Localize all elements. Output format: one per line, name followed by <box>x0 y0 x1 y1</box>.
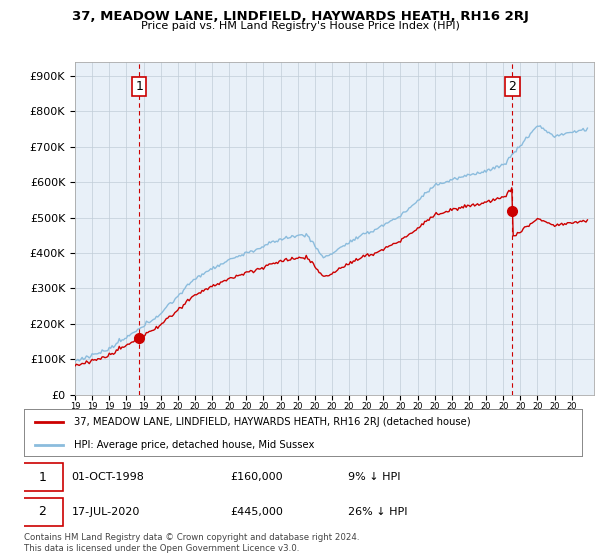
Text: 1: 1 <box>38 470 46 483</box>
Text: HPI: Average price, detached house, Mid Sussex: HPI: Average price, detached house, Mid … <box>74 440 314 450</box>
Text: Price paid vs. HM Land Registry's House Price Index (HPI): Price paid vs. HM Land Registry's House … <box>140 21 460 31</box>
Text: 9% ↓ HPI: 9% ↓ HPI <box>347 473 400 482</box>
Text: £160,000: £160,000 <box>230 473 283 482</box>
FancyBboxPatch shape <box>21 463 63 491</box>
Text: Contains HM Land Registry data © Crown copyright and database right 2024.
This d: Contains HM Land Registry data © Crown c… <box>24 533 359 553</box>
FancyBboxPatch shape <box>21 498 63 526</box>
Text: 37, MEADOW LANE, LINDFIELD, HAYWARDS HEATH, RH16 2RJ (detached house): 37, MEADOW LANE, LINDFIELD, HAYWARDS HEA… <box>74 417 471 427</box>
Text: 2: 2 <box>509 80 517 93</box>
Text: 01-OCT-1998: 01-OCT-1998 <box>71 473 145 482</box>
Text: 17-JUL-2020: 17-JUL-2020 <box>71 507 140 517</box>
Text: 2: 2 <box>38 505 46 518</box>
Text: £445,000: £445,000 <box>230 507 283 517</box>
Text: 1: 1 <box>135 80 143 93</box>
Text: 37, MEADOW LANE, LINDFIELD, HAYWARDS HEATH, RH16 2RJ: 37, MEADOW LANE, LINDFIELD, HAYWARDS HEA… <box>71 10 529 22</box>
Text: 26% ↓ HPI: 26% ↓ HPI <box>347 507 407 517</box>
